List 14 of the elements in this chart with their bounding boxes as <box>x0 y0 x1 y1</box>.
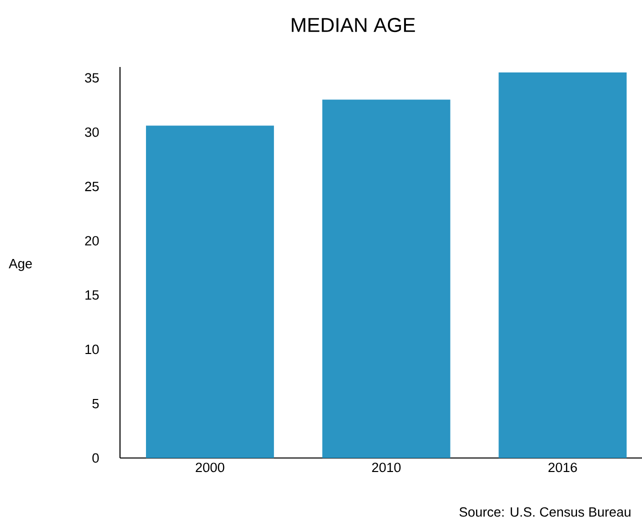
y-tick-label: 25 <box>85 182 99 192</box>
chart-title: MEDIAN AGE <box>292 18 415 32</box>
y-tick-label: 20 <box>85 236 99 246</box>
source-note: Source: U.S. Census Bureau <box>459 507 630 517</box>
x-tick-label: 2016 <box>548 462 577 472</box>
y-tick-label: 35 <box>84 73 99 83</box>
y-tick-label: 30 <box>84 127 99 137</box>
x-tick-label: 2010 <box>372 462 401 472</box>
x-tick-label: 2000 <box>196 462 224 472</box>
y-tick-label: 15 <box>85 290 99 300</box>
y-axis-title: Age <box>8 259 32 271</box>
y-tick-label: 10 <box>85 344 99 354</box>
y-tick-label: 5 <box>92 399 99 408</box>
y-tick-label: 0 <box>92 453 99 463</box>
